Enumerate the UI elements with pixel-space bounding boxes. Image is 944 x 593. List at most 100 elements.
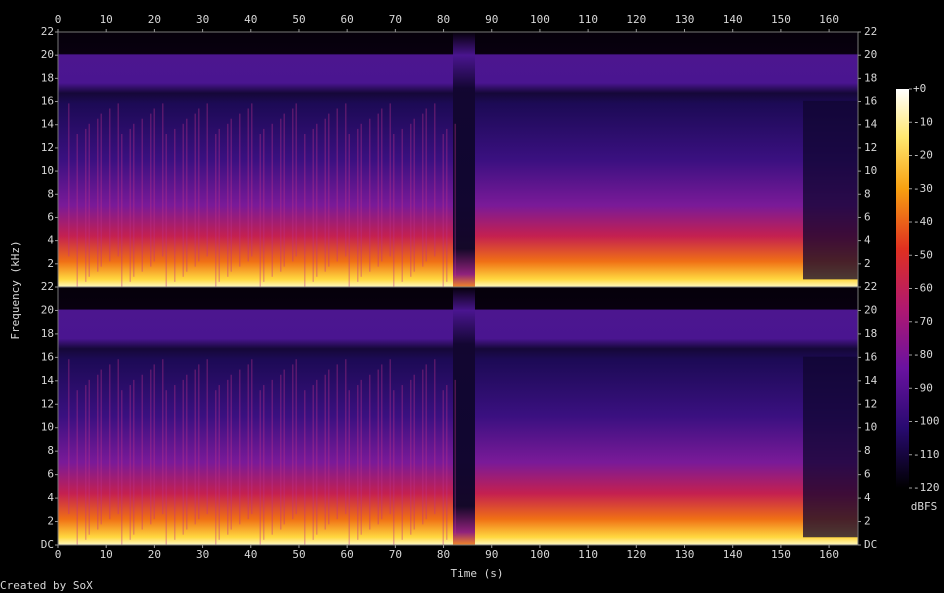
colorbar-tick-label: -50 <box>913 248 933 261</box>
spectrogram-streak <box>312 385 314 540</box>
spectrogram-streak <box>434 359 436 515</box>
spectrogram-streak <box>133 123 135 277</box>
spectrogram-streak <box>218 385 220 540</box>
y-tick-label: 4 <box>47 234 54 247</box>
spectrogram-streak <box>410 123 412 277</box>
y-tick-label: 6 <box>47 210 54 223</box>
y-tick-label-right: 18 <box>864 327 877 340</box>
spectrogram-streak <box>422 113 424 267</box>
y-tick-label: 2 <box>47 515 54 528</box>
spectrogram-gap <box>453 32 475 287</box>
spectrogram-streak <box>97 118 99 272</box>
spectrogram-streak <box>194 369 196 525</box>
spectrogram-streak <box>227 123 229 277</box>
spectrogram-streak <box>377 369 379 525</box>
spectrogram-streak <box>247 364 249 520</box>
y-tick-label: 2 <box>47 257 54 270</box>
spectrogram-streak <box>150 369 152 525</box>
spectrogram-streak <box>97 374 99 530</box>
x-tick-label: 120 <box>626 548 646 561</box>
y-tick-label-right: 14 <box>864 118 878 131</box>
spectrogram-streak <box>198 364 200 520</box>
spectrogram-streak <box>425 364 427 520</box>
y-tick-label: 10 <box>41 164 54 177</box>
spectrogram-streak <box>292 364 294 520</box>
x-tick-label: 110 <box>578 548 598 561</box>
colorbar-tick-label: -80 <box>913 348 933 361</box>
spectrogram-streak <box>295 103 297 257</box>
y-tick-label-right: 16 <box>864 95 877 108</box>
x-tick-label: 130 <box>675 548 695 561</box>
y-tick-label-right: 14 <box>864 374 878 387</box>
colorbar-tick-label: -60 <box>913 282 933 295</box>
spectrogram-streak <box>369 118 371 272</box>
colorbar-tick-label: -110 <box>913 448 940 461</box>
colorbar-tick-label: -120 <box>913 481 940 494</box>
spectrogram-streak <box>381 108 383 262</box>
x-tick-label-top: 80 <box>437 13 450 26</box>
y-tick-label-right: 10 <box>864 164 877 177</box>
spectrogram-streak <box>369 374 371 530</box>
spectrogram-streak <box>446 385 448 540</box>
y-tick-label: 6 <box>47 468 54 481</box>
colorbar-tick-label: -10 <box>913 115 933 128</box>
x-tick-label: 100 <box>530 548 550 561</box>
spectrogram-streak <box>312 128 314 282</box>
spectrogram-streak <box>422 369 424 525</box>
y-tick-label-right: 6 <box>864 210 871 223</box>
spectrogram-streak <box>85 385 87 540</box>
spectrogram-streak <box>348 134 350 287</box>
spectrogram-streak <box>413 118 415 272</box>
y-tick-label: 14 <box>41 374 55 387</box>
spectrogram-streak <box>283 113 285 267</box>
colorbar <box>896 89 909 488</box>
y-tick-label-right: 18 <box>864 71 877 84</box>
x-tick-label-top: 40 <box>244 13 257 26</box>
spectrogram-streak <box>206 359 208 515</box>
x-tick-label: 150 <box>771 548 791 561</box>
spectrogram-streak <box>401 128 403 282</box>
y-tick-label-right: 8 <box>864 444 871 457</box>
y-tick-label: 8 <box>47 444 54 457</box>
y-tick-label-right: 22 <box>864 25 877 38</box>
spectrogram-streak <box>360 379 362 535</box>
spectrogram-streak <box>68 103 70 257</box>
spectrogram-fade <box>803 356 858 538</box>
footer: Created by SoX <box>0 579 93 592</box>
spectrogram-streak <box>117 359 119 515</box>
spectrogram-streak <box>109 108 111 262</box>
x-axis-label: Time (s) <box>451 567 504 580</box>
spectrogram-streak <box>88 379 90 535</box>
spectrogram-streak <box>182 379 184 535</box>
spectrogram-streak <box>304 134 306 287</box>
spectrogram-fade <box>803 100 858 280</box>
spectrogram-streak <box>442 134 444 287</box>
spectrogram-streak <box>259 134 261 287</box>
y-tick-label-right: 8 <box>864 187 871 200</box>
y-tick-label: 20 <box>41 48 54 61</box>
y-tick-label-right: 4 <box>864 234 871 247</box>
x-tick-label-top: 100 <box>530 13 550 26</box>
y-tick-label-right: 4 <box>864 491 871 504</box>
y-tick-label: 18 <box>41 71 54 84</box>
spectrogram-streak <box>162 103 164 257</box>
spectrogram-streak <box>218 128 220 282</box>
x-tick-label-top: 150 <box>771 13 791 26</box>
spectrogram-streak <box>215 390 217 545</box>
y-tick-label: 22 <box>41 280 54 293</box>
y-tick-label: 20 <box>41 303 54 316</box>
spectrogram-streak <box>263 128 265 282</box>
y-tick-label-right: 12 <box>864 397 877 410</box>
colorbar-tick-label: -40 <box>913 215 933 228</box>
y-tick-label: 22 <box>41 25 54 38</box>
colorbar-tick-label: -90 <box>913 381 933 394</box>
x-tick-label: 140 <box>723 548 743 561</box>
y-tick-label-right: 20 <box>864 48 877 61</box>
x-tick-label-top: 160 <box>819 13 839 26</box>
spectrogram-streak <box>215 134 217 287</box>
y-tick-label-right: 20 <box>864 303 877 316</box>
spectrogram-streak <box>454 379 456 535</box>
spectrogram-streak <box>165 390 167 545</box>
spectrogram-streak <box>381 364 383 520</box>
x-tick-label-top: 50 <box>292 13 305 26</box>
